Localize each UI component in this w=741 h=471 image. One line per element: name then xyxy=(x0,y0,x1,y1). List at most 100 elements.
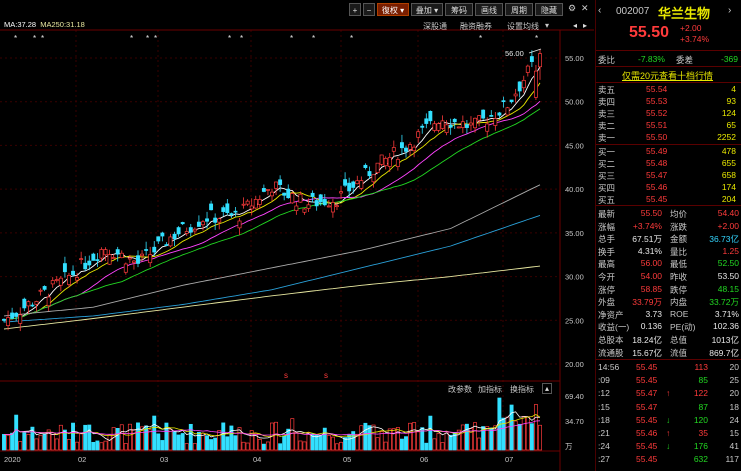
candle-body xyxy=(367,171,372,177)
volume-bar xyxy=(14,414,19,451)
stat-value: 67.51万 xyxy=(632,234,662,245)
event-star-marker[interactable]: * xyxy=(228,34,231,43)
zoom-in-button[interactable]: + xyxy=(349,3,361,16)
ma-legend-value: MA:37.28 xyxy=(4,20,37,29)
ask-row[interactable]: 卖四 55.53 93 xyxy=(596,96,741,108)
trade-count: 25 xyxy=(729,375,739,386)
stat-label: 流通股 xyxy=(598,347,624,358)
ask-row[interactable]: 卖二 55.51 65 xyxy=(596,120,741,132)
event-star-marker[interactable]: * xyxy=(41,34,44,43)
change-params-link[interactable]: 改参数 xyxy=(448,385,472,394)
period-button[interactable]: 周期 xyxy=(505,3,533,16)
event-star-marker[interactable]: * xyxy=(535,34,538,43)
event-star-marker[interactable]: * xyxy=(154,34,157,43)
ask-row[interactable]: 卖一 55.50 2252 xyxy=(596,132,741,144)
level-price: 55.48 xyxy=(646,158,668,168)
bid-row[interactable]: 买一 55.49 478 xyxy=(596,146,741,158)
hk-connect-link[interactable]: 深股通 xyxy=(423,22,447,31)
volume-bar xyxy=(477,437,482,451)
chevron-up-icon[interactable]: ▴ xyxy=(542,383,552,394)
level-price: 55.45 xyxy=(646,194,668,204)
candle-body xyxy=(58,277,63,286)
trade-time: :12 xyxy=(598,388,610,399)
candle-body xyxy=(237,220,242,229)
candles xyxy=(2,49,542,332)
level-label: 卖二 xyxy=(598,121,616,131)
divider xyxy=(596,144,741,145)
event-star-marker[interactable]: * xyxy=(479,34,482,43)
level-volume: 124 xyxy=(721,108,736,118)
event-star-marker[interactable]: * xyxy=(350,34,353,43)
set-ma-link[interactable]: 设置均线 xyxy=(507,22,539,31)
volume-bar xyxy=(379,431,384,451)
volume-bar xyxy=(87,424,92,451)
ratio-label: 委比 xyxy=(598,55,616,65)
event-star-marker[interactable]: * xyxy=(312,34,315,43)
candle-body xyxy=(343,179,348,186)
volume-bar xyxy=(18,441,23,451)
chips-button[interactable]: 筹码 xyxy=(445,3,473,16)
ask-row[interactable]: 卖五 55.54 4 xyxy=(596,84,741,96)
candle-body xyxy=(335,205,339,208)
add-indicator-link[interactable]: 加指标 xyxy=(478,385,502,394)
candle-body xyxy=(282,192,287,196)
event-star-marker[interactable]: * xyxy=(240,34,243,43)
candle-body xyxy=(249,205,254,210)
volume-bar xyxy=(469,428,473,451)
level2-promo-link[interactable]: 仅需20元查看十档行情 xyxy=(622,71,714,81)
overlay-button[interactable]: 叠加 ▾ xyxy=(411,3,443,16)
settings-gear-icon[interactable]: ⚙ xyxy=(568,3,577,13)
volume-bar xyxy=(176,434,181,451)
kline-chart[interactable]: 55.00 50.00 45.00 40.00 35.00 30.00 25.00 20.00… xyxy=(0,0,594,471)
level-volume: 93 xyxy=(726,96,736,106)
close-icon[interactable]: ✕ xyxy=(581,3,589,13)
event-s-marker[interactable]: s xyxy=(284,371,288,380)
bid-row[interactable]: 买四 55.46 174 xyxy=(596,182,741,194)
switch-indicator-link[interactable]: 换指标 xyxy=(510,385,534,394)
kline-chart-area[interactable]: 55.00 50.00 45.00 40.00 35.00 30.00 25.00 20.00… xyxy=(0,0,594,471)
chevron-left-icon[interactable]: ◂ xyxy=(573,21,578,30)
restore-rights-button[interactable]: 復权 ▾ xyxy=(377,3,409,16)
volume-bar xyxy=(493,425,498,451)
candle-body xyxy=(50,280,55,285)
chevron-right-icon[interactable]: › xyxy=(728,5,732,16)
bid-row[interactable]: 买二 55.48 655 xyxy=(596,158,741,170)
ask-row[interactable]: 卖三 55.52 124 xyxy=(596,108,741,120)
chevron-right-icon[interactable]: ▸ xyxy=(583,21,588,30)
chevron-left-icon[interactable]: ‹ xyxy=(598,5,602,16)
volume-bar xyxy=(107,434,112,451)
stats-row: 最新 55.50 均价 54.40 xyxy=(596,208,741,220)
candle-body xyxy=(2,318,6,321)
volume-bar xyxy=(265,441,270,451)
volume-bar xyxy=(322,427,327,451)
event-star-marker[interactable]: * xyxy=(290,34,293,43)
bid-row[interactable]: 买三 55.47 658 xyxy=(596,170,741,182)
candle-body xyxy=(111,257,116,259)
chart-background xyxy=(0,0,594,471)
trade-volume: 87 xyxy=(698,401,708,412)
stats-row: 外盘 33.79万 内盘 33.72万 xyxy=(596,296,741,308)
bid-row[interactable]: 买五 55.45 204 xyxy=(596,194,741,206)
candle-body xyxy=(464,124,469,128)
event-s-marker[interactable]: s xyxy=(324,371,328,380)
draw-line-button[interactable]: 画线 xyxy=(475,3,503,16)
candle-body xyxy=(209,203,214,211)
zoom-out-button[interactable]: − xyxy=(363,3,375,16)
volume-bar xyxy=(513,420,518,451)
margin-trading-link[interactable]: 融资融券 xyxy=(460,22,492,31)
event-star-marker[interactable]: * xyxy=(14,34,17,43)
event-star-marker[interactable]: * xyxy=(146,34,149,43)
volume-bar xyxy=(424,442,429,451)
event-star-marker[interactable]: * xyxy=(130,34,133,43)
volume-tick-label: 34.70 xyxy=(565,417,584,426)
hide-button[interactable]: 隐藏 xyxy=(535,3,563,16)
price-tick-label: 20.00 xyxy=(565,360,584,369)
volume-bar xyxy=(310,433,315,451)
event-star-marker[interactable]: * xyxy=(33,34,36,43)
volume-bar xyxy=(184,443,189,451)
volume-bar xyxy=(274,421,279,451)
candle-body xyxy=(54,279,59,281)
max-price-label: 56.00 xyxy=(505,49,524,58)
chevron-down-icon[interactable]: ▾ xyxy=(545,21,550,30)
candle-body xyxy=(107,254,112,265)
